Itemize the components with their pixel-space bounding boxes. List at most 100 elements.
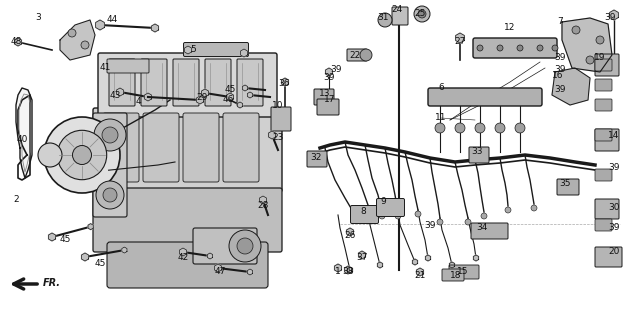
Polygon shape xyxy=(552,68,590,105)
Text: 25: 25 xyxy=(414,9,426,19)
Text: 36: 36 xyxy=(278,78,290,88)
Circle shape xyxy=(58,130,107,180)
Polygon shape xyxy=(449,262,454,268)
Polygon shape xyxy=(227,93,234,101)
FancyBboxPatch shape xyxy=(449,265,479,279)
FancyBboxPatch shape xyxy=(141,59,167,106)
Circle shape xyxy=(68,29,76,37)
Polygon shape xyxy=(348,267,353,273)
Text: 39: 39 xyxy=(424,221,436,229)
Polygon shape xyxy=(116,88,124,96)
Text: 12: 12 xyxy=(504,23,516,33)
FancyBboxPatch shape xyxy=(184,42,248,57)
Circle shape xyxy=(572,26,580,34)
Text: 41: 41 xyxy=(99,63,111,71)
Circle shape xyxy=(237,238,253,254)
Text: 27: 27 xyxy=(454,38,466,46)
Text: 39: 39 xyxy=(330,65,342,75)
FancyBboxPatch shape xyxy=(595,129,619,151)
Polygon shape xyxy=(456,33,465,43)
Polygon shape xyxy=(15,38,22,46)
Circle shape xyxy=(475,123,485,133)
Polygon shape xyxy=(60,20,95,60)
Text: 16: 16 xyxy=(552,71,564,81)
Text: 15: 15 xyxy=(457,268,468,276)
FancyBboxPatch shape xyxy=(595,54,619,76)
Text: 28: 28 xyxy=(257,200,269,210)
Circle shape xyxy=(497,45,503,51)
FancyBboxPatch shape xyxy=(173,59,199,106)
Text: 40: 40 xyxy=(16,136,28,144)
Text: 39: 39 xyxy=(554,65,566,75)
Circle shape xyxy=(102,127,118,143)
Text: 20: 20 xyxy=(608,247,620,257)
Text: 5: 5 xyxy=(190,46,196,54)
FancyBboxPatch shape xyxy=(376,198,404,216)
FancyBboxPatch shape xyxy=(314,89,334,105)
FancyBboxPatch shape xyxy=(557,179,579,195)
FancyBboxPatch shape xyxy=(595,219,612,231)
Text: 26: 26 xyxy=(344,230,356,240)
FancyBboxPatch shape xyxy=(107,242,268,288)
Polygon shape xyxy=(81,253,88,261)
FancyBboxPatch shape xyxy=(595,79,612,91)
Text: 13: 13 xyxy=(319,89,331,99)
Text: 11: 11 xyxy=(435,113,447,123)
FancyBboxPatch shape xyxy=(595,99,612,111)
Circle shape xyxy=(537,45,543,51)
Polygon shape xyxy=(237,102,243,108)
Text: 6: 6 xyxy=(438,83,444,93)
Circle shape xyxy=(531,205,537,211)
Circle shape xyxy=(38,143,62,167)
FancyBboxPatch shape xyxy=(351,205,378,223)
Circle shape xyxy=(517,45,523,51)
Text: 32: 32 xyxy=(310,153,322,161)
Polygon shape xyxy=(122,247,127,253)
FancyBboxPatch shape xyxy=(93,113,127,217)
Text: 17: 17 xyxy=(324,95,336,105)
FancyBboxPatch shape xyxy=(307,151,327,167)
FancyBboxPatch shape xyxy=(347,49,367,61)
Text: 1: 1 xyxy=(335,268,341,276)
FancyBboxPatch shape xyxy=(595,59,612,71)
Text: 23: 23 xyxy=(272,133,284,143)
Text: 21: 21 xyxy=(414,270,426,279)
Text: 35: 35 xyxy=(559,179,571,189)
Circle shape xyxy=(379,213,385,219)
Polygon shape xyxy=(562,18,612,72)
Text: 39: 39 xyxy=(604,14,616,22)
Text: 4: 4 xyxy=(135,98,141,106)
Polygon shape xyxy=(88,224,93,230)
Circle shape xyxy=(96,181,124,209)
Text: 47: 47 xyxy=(214,268,226,276)
Polygon shape xyxy=(610,10,618,20)
Polygon shape xyxy=(145,93,152,101)
Polygon shape xyxy=(214,264,221,272)
Polygon shape xyxy=(241,49,248,57)
Circle shape xyxy=(229,230,261,262)
Text: 24: 24 xyxy=(392,5,403,15)
Text: 39: 39 xyxy=(323,72,335,82)
FancyBboxPatch shape xyxy=(442,269,464,281)
Text: 48: 48 xyxy=(10,38,22,46)
FancyBboxPatch shape xyxy=(317,99,339,115)
Polygon shape xyxy=(474,255,479,261)
FancyBboxPatch shape xyxy=(193,228,257,264)
Polygon shape xyxy=(95,20,104,30)
FancyBboxPatch shape xyxy=(183,113,219,182)
Polygon shape xyxy=(202,89,209,97)
Text: FR.: FR. xyxy=(43,278,61,288)
Text: 31: 31 xyxy=(377,13,388,21)
FancyBboxPatch shape xyxy=(103,113,139,182)
Text: 39: 39 xyxy=(608,223,620,233)
Polygon shape xyxy=(16,88,32,178)
Circle shape xyxy=(552,45,558,51)
Text: 30: 30 xyxy=(608,204,620,212)
Circle shape xyxy=(455,123,465,133)
Polygon shape xyxy=(344,266,351,274)
FancyBboxPatch shape xyxy=(93,108,282,192)
Circle shape xyxy=(72,145,92,165)
FancyBboxPatch shape xyxy=(107,59,149,73)
FancyBboxPatch shape xyxy=(237,59,263,106)
Text: 7: 7 xyxy=(557,17,563,27)
